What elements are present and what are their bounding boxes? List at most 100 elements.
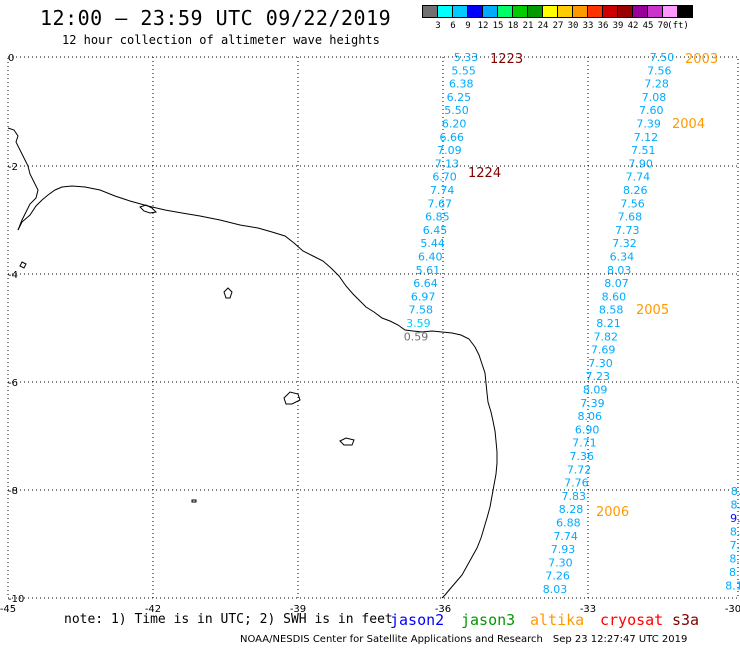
scale-label: (ft) [667,21,689,31]
y-tick-label: -8 [8,486,18,497]
wave-height-value: 5.61 [416,264,441,277]
y-tick-label: -10 [8,594,24,605]
scale-label: 33 [582,21,594,31]
wave-height-value: 6.45 [423,224,448,237]
wave-height-value: 8.1 [725,580,740,593]
time-label: 2003 [685,52,718,67]
wave-height-value: 7.56 [647,64,672,77]
scale-label: 45 [642,21,654,31]
wave-height-value: 8.06 [578,410,603,423]
scale-label: 30 [567,21,579,31]
wave-height-value: 7. [730,539,740,552]
wave-height-value: 7.67 [428,197,453,210]
time-label: 2004 [672,117,705,132]
wave-height-value: 5.44 [420,237,445,250]
wave-height-value: 7.23 [586,370,611,383]
island-1 [139,204,158,214]
scale-label: 24 [537,21,549,31]
scale-label: 27 [552,21,564,31]
map-frame [7,56,739,599]
coastline-north [7,127,39,231]
wave-height-value: 7.83 [561,490,586,503]
scale-label: 70 [657,21,669,31]
wave-height-value: 7.08 [642,91,667,104]
x-tick-label: -45 [0,604,16,615]
wave-height-value: 8.28 [559,503,584,516]
wave-height-value: 6.70 [432,171,457,184]
scale-label: 42 [627,21,639,31]
island-3 [283,391,301,405]
wave-height-value: 7.69 [591,344,616,357]
wave-height-value: 5.33 [454,51,479,64]
units-note: note: 1) Time is in UTC; 2) SWH is in fe… [64,612,393,627]
island-6 [19,261,27,269]
wave-height-value: 6.88 [556,517,581,530]
wave-height-value: 7.51 [631,144,656,157]
axis-ticks: -45 -42 -39 -36 -33 -30 0 -2 -4 -6 -8 -10 [0,53,740,615]
wave-height-value: 8. [730,499,740,512]
wave-height-value: 3.59 [406,317,431,330]
wave-height-value: 7.28 [644,78,669,91]
scale-label: 3 [435,21,441,31]
scale-label: 18 [507,21,519,31]
x-tick-label: -33 [580,604,596,615]
wave-height-value: 6.38 [449,78,474,91]
wave-height-value: 7.09 [437,144,462,157]
wave-height-value: 7.39 [636,118,661,131]
x-tick-label: -42 [145,604,161,615]
x-tick-label: -39 [290,604,306,615]
wave-height-value: 8.26 [623,184,648,197]
wave-height-value: 7.60 [639,104,664,117]
wave-height-value: 8.60 [602,290,627,303]
altimeter-tracks: 5.335.556.386.255.506.206.667.097.136.70… [404,51,740,596]
wave-height-value: 7.39 [580,397,605,410]
y-tick-label: -4 [8,270,18,281]
wave-height-value: 8. [731,485,740,498]
wave-height-value: 7.76 [564,477,589,490]
wave-height-value: 8. [729,566,740,579]
wave-height-value: 6.20 [442,118,467,131]
coastline [17,185,498,599]
satellite-altika: altika [530,611,585,629]
scale-label: 39 [612,21,624,31]
satellite-jason3: jason3 [461,611,516,629]
footer-timestamp: Sep 23 12:27:47 UTC 2019 [552,634,688,645]
wave-height-value: 7.30 [548,556,573,569]
wave-height-value: 8.07 [604,277,629,290]
wave-height-value: 6.66 [439,131,464,144]
satellite-jason2: jason2 [390,611,445,629]
wave-height-value: 5.50 [444,104,469,117]
color-scale-labels: 3 6 9 12 15 18 21 24 27 30 33 36 39 42 45 70 (ft) [422,21,740,33]
time-label: 2006 [596,505,629,520]
map-title: 12:00 – 23:59 UTC 09/22/2019 [40,6,392,30]
wave-height-value: 8.21 [596,317,621,330]
wave-height-value: 7.90 [628,157,653,170]
time-label: 2005 [636,303,669,318]
scale-swatch [677,5,693,18]
wave-height-value: 7.26 [545,570,570,583]
time-label: 1223 [490,52,523,67]
wave-height-value: 7.71 [572,437,597,450]
scale-label: 9 [465,21,471,31]
wave-height-value: 7.32 [612,237,637,250]
y-tick-label: 0 [8,53,14,64]
wave-height-value: 7.36 [570,450,595,463]
scale-label: 12 [477,21,489,31]
graticule-grid [8,57,738,598]
color-scale [422,5,693,18]
wave-height-value: 7.74 [626,171,651,184]
time-label: 1224 [468,166,501,181]
wave-height-value: 8.03 [543,583,568,596]
wave-height-value: 0.59 [404,330,429,343]
scale-label: 36 [597,21,609,31]
scale-label: 6 [450,21,456,31]
wave-height-value: 8. [730,526,740,539]
wave-height-value: 6.97 [411,290,436,303]
wave-height-value: 7.72 [567,463,592,476]
wave-height-value: 6.34 [610,251,635,264]
wave-height-value: 8.09 [583,384,608,397]
wave-height-value: 9. [730,512,740,525]
wave-height-value: 7.93 [551,543,576,556]
island-5 [191,499,197,503]
wave-height-value: 7.56 [620,197,645,210]
